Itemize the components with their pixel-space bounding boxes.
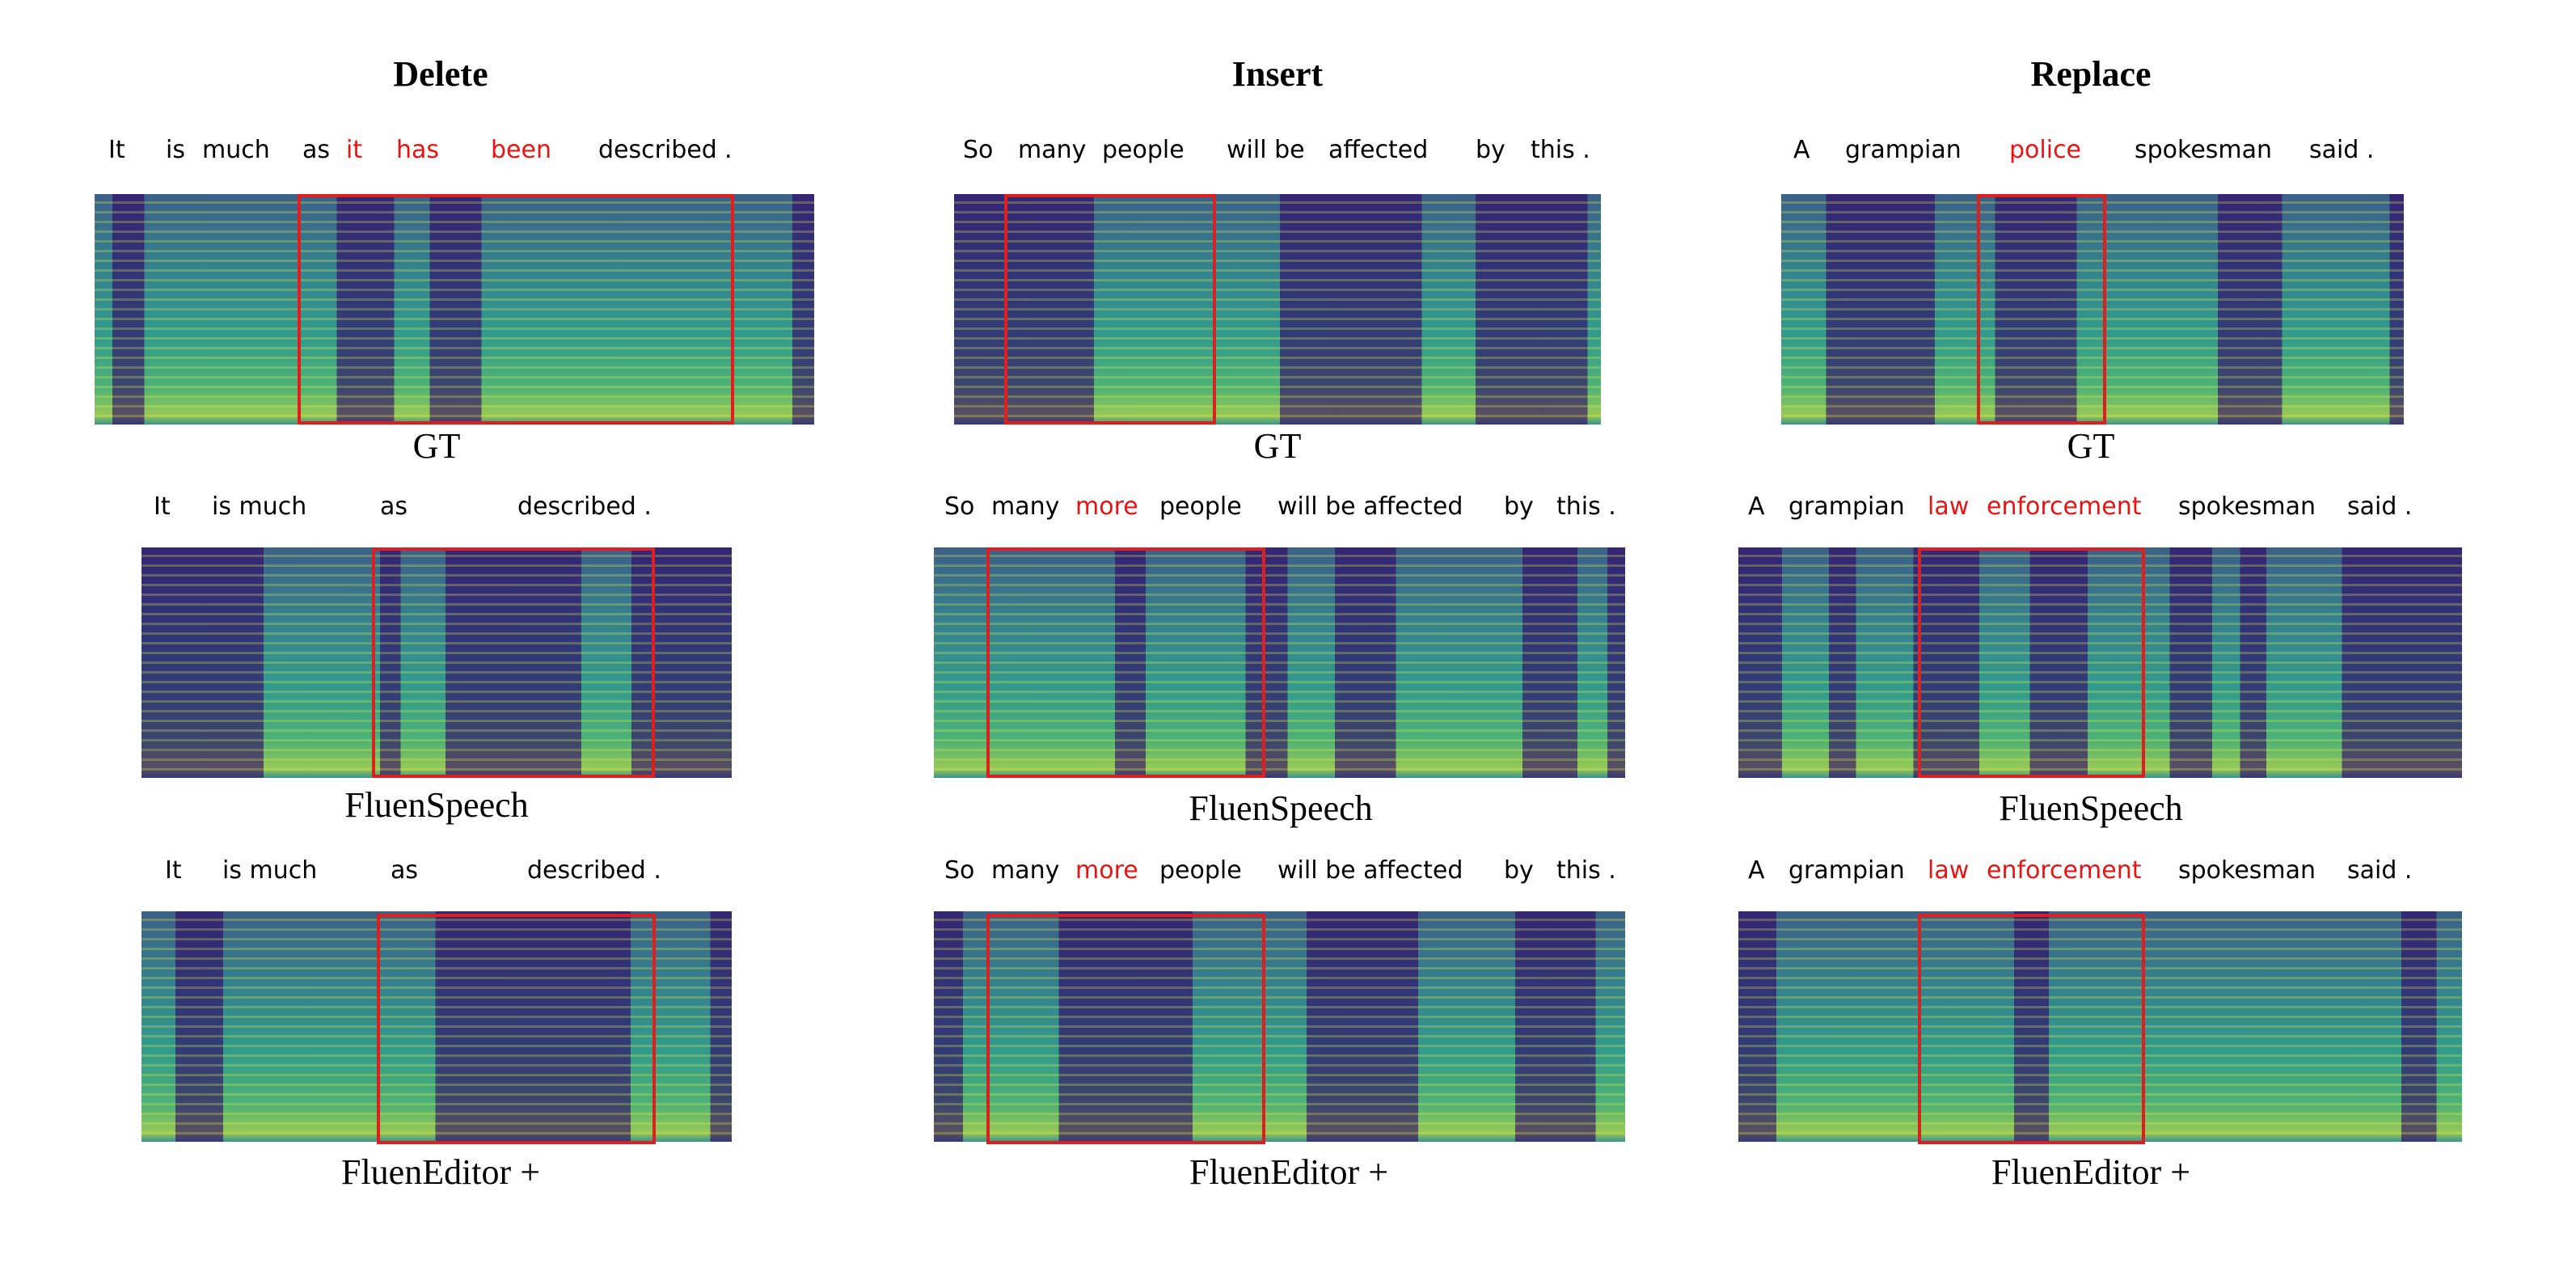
edited-region-box	[1977, 194, 2106, 425]
transcript-word: grampian	[1788, 856, 1905, 885]
transcript-word: described	[598, 136, 717, 164]
transcript-word: spokesman	[2135, 136, 2273, 164]
transcript-word: this .	[1556, 492, 1616, 521]
transcript-word: many	[991, 492, 1060, 521]
mel-spectrogram	[141, 911, 732, 1142]
edited-word: it	[346, 136, 363, 164]
transcript-word: A	[1793, 136, 1810, 164]
caption-fluen-editor-plus: FluenEditor +	[340, 1152, 541, 1192]
transcript-word: is	[166, 136, 185, 164]
transcript-word: many	[1018, 136, 1087, 164]
edited-word: enforcement	[1987, 856, 2142, 885]
transcript-word: this .	[1556, 856, 1616, 885]
transcript-word: by	[1476, 136, 1505, 164]
edited-region-box	[1004, 194, 1216, 425]
transcript-word: will be affected	[1277, 856, 1463, 885]
transcript-word: So	[944, 856, 975, 885]
transcript-word: described .	[527, 856, 661, 885]
transcript-word: as	[391, 856, 419, 885]
mel-spectrogram	[1738, 547, 2462, 778]
edited-region-box	[298, 194, 734, 425]
edited-word: police	[2009, 136, 2082, 164]
edited-word: more	[1075, 492, 1138, 521]
transcript-word: said .	[2309, 136, 2375, 164]
transcript-word: people	[1102, 136, 1185, 164]
mel-spectrogram	[934, 911, 1625, 1142]
transcript-word: said .	[2347, 492, 2413, 521]
transcript-word: So	[963, 136, 994, 164]
transcript-word: So	[944, 492, 975, 521]
column-title-replace: Replace	[2030, 54, 2152, 94]
transcript-word: It	[108, 136, 125, 164]
mel-spectrogram	[95, 194, 814, 425]
edited-region-box	[986, 547, 1265, 778]
edited-word: enforcement	[1987, 492, 2142, 521]
caption-gt: GT	[1253, 426, 1302, 466]
edited-region-box	[1918, 914, 2145, 1144]
edited-word: law	[1928, 856, 1970, 885]
transcript-word: people	[1159, 492, 1242, 521]
transcript-word: is much	[212, 492, 307, 521]
transcript-word: affected	[1328, 136, 1429, 164]
transcript-word: people	[1159, 856, 1242, 885]
transcript-word: as	[302, 136, 331, 164]
transcript-word: spokesman	[2178, 856, 2316, 885]
edited-region-box	[377, 914, 656, 1144]
transcript-word: .	[724, 136, 733, 164]
transcript-word: by	[1504, 492, 1534, 521]
caption-fluenspeech: FluenSpeech	[344, 785, 529, 825]
transcript-word: by	[1504, 856, 1534, 885]
transcript-word: It	[154, 492, 171, 521]
caption-fluen-editor-plus: FluenEditor +	[1189, 1152, 1389, 1192]
edited-region-box	[986, 914, 1265, 1144]
mel-spectrogram	[1738, 911, 2462, 1142]
transcript-word: grampian	[1845, 136, 1962, 164]
mel-spectrogram	[1781, 194, 2404, 425]
column-title-delete: Delete	[393, 54, 488, 94]
transcript-word: this .	[1531, 136, 1590, 164]
caption-fluenspeech: FluenSpeech	[1189, 788, 1373, 828]
transcript-word: It	[165, 856, 182, 885]
transcript-word: will be affected	[1277, 492, 1463, 521]
caption-fluenspeech: FluenSpeech	[1999, 788, 2183, 828]
transcript-word: A	[1748, 856, 1765, 885]
transcript-word: said .	[2347, 856, 2413, 885]
transcript-word: as	[380, 492, 408, 521]
edited-word: has	[396, 136, 440, 164]
mel-spectrogram	[954, 194, 1601, 425]
edited-word: more	[1075, 856, 1138, 885]
transcript-word: will be	[1227, 136, 1305, 164]
caption-fluen-editor-plus: FluenEditor +	[1991, 1152, 2191, 1192]
caption-gt: GT	[2067, 426, 2115, 466]
edited-word: law	[1928, 492, 1970, 521]
transcript-word: spokesman	[2178, 492, 2316, 521]
mel-spectrogram	[934, 547, 1625, 778]
column-title-insert: Insert	[1231, 54, 1324, 94]
transcript-word: described .	[517, 492, 652, 521]
transcript-word: much	[202, 136, 270, 164]
transcript-word: many	[991, 856, 1060, 885]
edited-region-box	[1918, 547, 2145, 778]
edited-word: been	[491, 136, 551, 164]
transcript-word: A	[1748, 492, 1765, 521]
caption-gt: GT	[412, 426, 461, 466]
transcript-word: is much	[222, 856, 318, 885]
mel-spectrogram	[141, 547, 732, 778]
edited-region-box	[372, 547, 655, 778]
transcript-word: grampian	[1788, 492, 1905, 521]
